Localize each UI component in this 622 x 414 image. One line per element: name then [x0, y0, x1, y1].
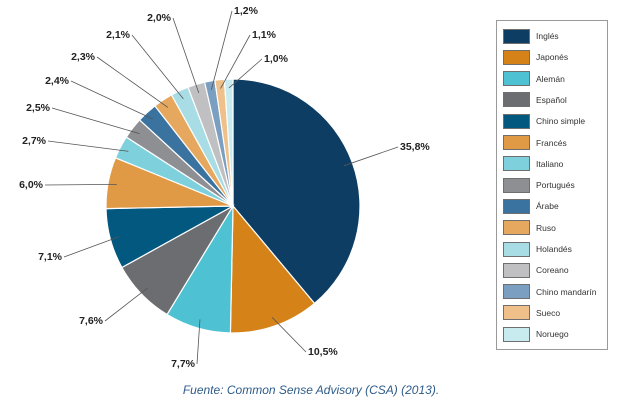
data-label-aleman: 7,7% — [171, 358, 196, 370]
legend-item-japones: Japonés — [503, 49, 568, 65]
legend-item-ingles: Inglés — [503, 28, 559, 44]
pie-slice-japones — [229, 204, 316, 334]
pie-slices — [105, 78, 361, 334]
legend-swatch — [503, 305, 530, 321]
legend-item-chino-simple: Chino simple — [503, 113, 585, 129]
legend-swatch — [503, 284, 530, 300]
leader-line-holandes — [131, 34, 184, 100]
legend-label: Árabe — [536, 201, 559, 212]
legend-item-sueco: Sueco — [503, 305, 560, 321]
legend-label: Chino mandarín — [536, 286, 597, 297]
leader-line-aleman — [196, 319, 201, 365]
leader-line-ingles — [343, 146, 399, 167]
data-label-noruego: 1,0% — [264, 53, 289, 65]
legend-label: Francés — [536, 137, 567, 148]
data-label-espanol: 7,6% — [79, 315, 104, 327]
legend-item-espanol: Español — [503, 92, 567, 108]
data-label-frances: 6,0% — [19, 179, 44, 191]
data-label-ingles: 35,8% — [400, 141, 430, 153]
leader-line-arabe — [70, 80, 154, 120]
legend-label: Noruego — [536, 329, 569, 340]
legend-label: Sueco — [536, 307, 561, 318]
leader-line-japones — [271, 317, 307, 353]
leader-line-italiano — [47, 140, 129, 152]
legend-label: Español — [536, 94, 567, 105]
legend-item-portugues: Portugués — [503, 177, 575, 193]
legend-item-frances: Francés — [503, 135, 567, 151]
legend-swatch — [503, 135, 530, 150]
legend-item-coreano: Coreano — [503, 262, 569, 278]
legend-label: Portugués — [536, 180, 575, 191]
data-label-ruso: 2,3% — [71, 51, 96, 63]
leader-line-noruego — [228, 58, 263, 89]
legend-item-holandes: Holandés — [503, 241, 572, 257]
legend-label: Ruso — [536, 222, 556, 233]
legend-item-aleman: Alemán — [503, 71, 565, 87]
legend-label: Holandés — [536, 244, 572, 254]
pie-slice-noruego — [223, 78, 234, 207]
leader-line-chino-mandarin — [210, 10, 233, 90]
leader-line-espanol — [104, 287, 149, 322]
legend-item-ruso: Ruso — [503, 220, 556, 236]
legend-swatch — [503, 220, 530, 236]
legend-label: Inglés — [536, 31, 559, 41]
leader-line-sueco — [220, 34, 251, 89]
leader-line-coreano — [172, 17, 200, 94]
legend-label: Japonés — [536, 52, 569, 63]
leader-line-frances — [44, 183, 117, 186]
data-label-holandes: 2,1% — [106, 29, 131, 41]
legend-label: Italiano — [536, 158, 564, 169]
legend-swatch — [503, 241, 530, 257]
legend-label: Alemán — [536, 73, 565, 84]
slice-labels: 35,8%10,5%7,7%7,6%7,1%6,0%2,7%2,5%2,4%2,… — [19, 5, 430, 370]
legend-swatch — [503, 49, 530, 65]
legend-swatch — [503, 92, 530, 108]
legend-item-noruego: Noruego — [503, 326, 569, 342]
data-label-arabe: 2,4% — [45, 75, 70, 87]
legend-label: Coreano — [536, 265, 569, 276]
legend-item-italiano: Italiano — [503, 156, 563, 172]
data-label-italiano: 2,7% — [22, 135, 47, 147]
legend-swatch — [503, 28, 530, 44]
source-caption: Fuente: Common Sense Advisory (CSA) (201… — [182, 383, 440, 397]
legend-item-arabe: Árabe — [503, 198, 559, 214]
legend-swatch — [503, 198, 530, 214]
legend-swatch — [503, 262, 530, 278]
leader-line-portugues — [51, 107, 140, 135]
data-label-japones: 10,5% — [308, 346, 338, 358]
legend-swatch — [503, 177, 530, 193]
data-label-chino-mandarin: 1,2% — [234, 5, 259, 17]
legend-swatch — [503, 71, 530, 87]
data-label-portugues: 2,5% — [26, 102, 51, 114]
legend: Inglés Japonés Alemán Español Chino simple Fr… — [496, 20, 608, 350]
legend-swatch — [503, 326, 530, 342]
legend-swatch — [503, 156, 530, 172]
data-label-chino-simple: 7,1% — [38, 251, 63, 263]
leader-line-chino-simple — [63, 236, 120, 258]
legend-item-chino-mandarin: Chino mandarín — [503, 284, 596, 300]
legend-label: Chino simple — [536, 116, 586, 127]
legend-swatch — [503, 113, 530, 129]
data-label-coreano: 2,0% — [147, 12, 172, 24]
data-label-sueco: 1,1% — [252, 29, 277, 41]
leader-lines — [44, 10, 399, 365]
leader-line-ruso — [96, 56, 169, 108]
